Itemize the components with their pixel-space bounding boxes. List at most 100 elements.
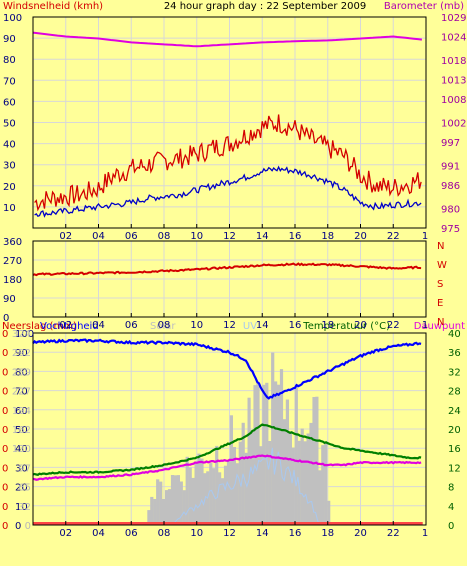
time-tick-label: 22 [387,528,400,539]
time-tick-label: 14 [256,231,269,242]
solar-bar [167,489,172,525]
direction-y-tick: 0 [3,313,9,324]
dewpoint-axis-title: Dauwpunt [414,321,465,332]
time-tick-label: 14 [256,528,269,539]
wind-y-tick: 60 [3,97,16,108]
barometer-y-tick: 991 [441,161,460,172]
compass-tick: S [437,279,443,290]
barometer-y-tick: 1008 [441,95,466,106]
solar-bar [306,433,310,525]
solar-bar [259,446,263,525]
solar-y-tick: 65 [18,483,31,494]
wind-y-tick: 10 [3,203,16,214]
wind-y-tick: 90 [3,34,16,45]
time-tick-label: 10 [190,320,203,331]
uv-line [171,447,321,526]
wind-y-tick: 40 [3,140,16,151]
time-tick-label: 06 [125,320,138,331]
solar-bar [212,468,216,525]
humidity-y-tick: 60 [15,406,28,417]
solar-bar [285,399,289,525]
solar-bar [179,481,183,525]
wind-speed-line [34,114,422,212]
barometer-line [32,31,423,48]
solar-bar [188,467,192,525]
solar-bar [229,415,233,525]
compass-tick: N [437,317,444,328]
solar-y-tick: 32 [18,502,31,513]
graph-title: 24 hour graph day : 22 September 2009 [164,1,366,12]
humidity-y-tick: 10 [15,502,28,513]
compass-tick: W [437,260,447,271]
rain-y-tick: 0 [2,425,8,436]
temperature-y-tick: 40 [448,329,461,340]
solar-bar [294,385,298,525]
solar-bar [165,490,169,525]
direction-y-tick: 360 [3,237,22,248]
wind-y-tick: 50 [3,119,16,130]
humidity-y-tick: 70 [15,387,28,398]
direction-y-tick: 180 [3,275,22,286]
solar-bar [191,477,195,525]
solar-bar [173,475,177,525]
time-tick-label-end: 1 [422,231,428,242]
solar-bar [244,452,248,525]
solar-bar [221,478,225,525]
time-tick-label: 08 [158,231,171,242]
solar-bar [153,499,157,525]
solar-axis-title: Solar [150,321,176,332]
solar-bar [218,472,222,525]
time-tick-label: 10 [190,528,203,539]
temperature-y-tick: 8 [448,483,454,494]
rain-y-tick: 0 [2,521,8,532]
solar-bar [279,369,284,525]
solar-bar [312,397,316,525]
solar-bar [194,461,198,525]
solar-bar [235,463,239,525]
wind-y-tick: 80 [3,55,16,66]
wind-direction-line [32,262,422,277]
barometer-y-tick: 1024 [441,33,466,44]
dewpoint-line [32,454,422,481]
time-tick-label: 22 [387,231,400,242]
solar-bar [162,499,166,525]
time-tick-label-end: 1 [422,528,428,539]
compass-tick: E [437,298,443,309]
temperature-axis-title: Temperatuur (°C) [302,321,390,332]
temperature-line [32,423,422,476]
solar-bar [226,460,231,525]
time-tick-label: 02 [59,231,72,242]
solar-bar [150,496,154,525]
wind-barometer-series [32,31,423,218]
rain-y-tick: 0 [2,387,8,398]
direction-series [32,262,422,277]
solar-y-tick: 162 [12,425,31,436]
rain-y-tick: 0 [2,463,8,474]
climate-panel-ticks: 02 04 06 08 10 12 14 16 18 20 22 100000000000010203… [2,329,461,539]
climate-series [32,338,423,526]
time-tick-label-end: 1 [422,320,428,331]
solar-y-tick: 130 [12,444,31,455]
time-tick-label: 14 [256,320,269,331]
humidity-y-tick: 50 [15,425,28,436]
time-tick-label: 16 [289,320,302,331]
time-tick-label: 10 [190,231,203,242]
time-tick-label: 12 [223,231,236,242]
solar-bar [303,441,307,525]
solar-y-tick: 97 [18,463,31,474]
rain-axis-title: Neerslag (mm) [2,321,77,332]
barometer-y-tick: 986 [441,181,460,192]
temperature-y-tick: 32 [448,367,461,378]
solar-bar [318,470,322,525]
wind-panel-ticks: 02 04 06 08 10 12 14 16 18 20 22 1 10 20 30 40 50 60 70 80 9… [3,13,466,242]
time-tick-label: 22 [387,320,400,331]
temperature-y-tick: 36 [448,348,461,359]
barometer-y-tick: 975 [441,224,460,235]
wind-y-tick: 70 [3,76,16,87]
direction-y-tick: 270 [3,256,22,267]
time-tick-label: 20 [354,528,367,539]
solar-bar [247,397,251,525]
time-tick-label: 06 [125,528,138,539]
